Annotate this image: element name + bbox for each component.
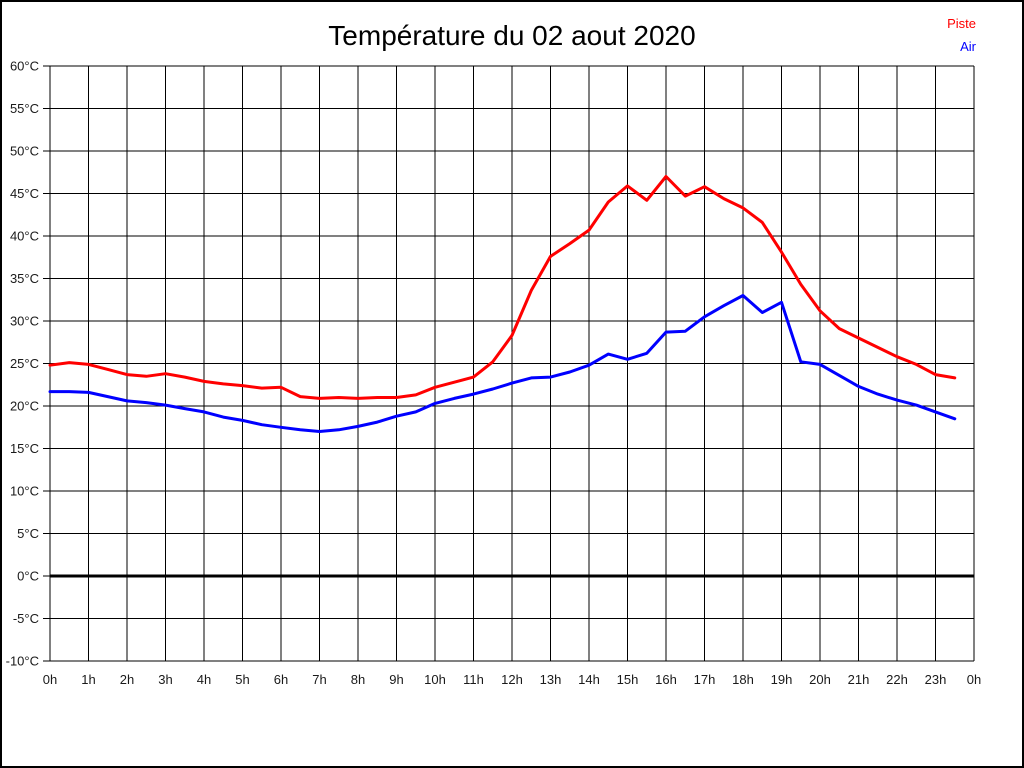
x-tick-label: 15h bbox=[617, 672, 639, 687]
x-tick-label: 18h bbox=[732, 672, 754, 687]
x-tick-label: 0h bbox=[967, 672, 981, 687]
chart-title: Température du 02 aout 2020 bbox=[328, 20, 696, 51]
x-tick-label: 0h bbox=[43, 672, 57, 687]
x-tick-label: 4h bbox=[197, 672, 211, 687]
x-tick-label: 6h bbox=[274, 672, 288, 687]
x-tick-label: 3h bbox=[158, 672, 172, 687]
y-tick-label: 10°C bbox=[10, 484, 39, 499]
x-tick-label: 21h bbox=[848, 672, 870, 687]
y-tick-label: 45°C bbox=[10, 186, 39, 201]
y-tick-label: -5°C bbox=[13, 611, 39, 626]
y-tick-label: 25°C bbox=[10, 356, 39, 371]
y-tick-label: 20°C bbox=[10, 399, 39, 414]
x-tick-label: 11h bbox=[463, 672, 484, 687]
x-tick-label: 16h bbox=[655, 672, 677, 687]
x-tick-label: 9h bbox=[389, 672, 403, 687]
x-tick-label: 5h bbox=[235, 672, 249, 687]
legend-item-air: Air bbox=[960, 39, 976, 54]
x-tick-label: 8h bbox=[351, 672, 365, 687]
y-tick-label: 0°C bbox=[17, 569, 39, 584]
y-tick-label: 40°C bbox=[10, 229, 39, 244]
series-line-piste bbox=[48, 175, 957, 400]
x-tick-label: 7h bbox=[312, 672, 326, 687]
x-tick-label: 12h bbox=[501, 672, 523, 687]
y-tick-label: 5°C bbox=[17, 526, 39, 541]
x-tick-label: 14h bbox=[578, 672, 600, 687]
legend-item-piste: Piste bbox=[947, 16, 976, 31]
x-tick-label: 19h bbox=[771, 672, 793, 687]
y-tick-label: 50°C bbox=[10, 144, 39, 159]
y-tick-label: 60°C bbox=[10, 59, 39, 74]
y-tick-label: 55°C bbox=[10, 101, 39, 116]
x-tick-label: 2h bbox=[120, 672, 134, 687]
y-tick-label: 35°C bbox=[10, 271, 39, 286]
y-tick-label: 15°C bbox=[10, 441, 39, 456]
x-tick-label: 13h bbox=[540, 672, 562, 687]
x-tick-label: 23h bbox=[925, 672, 947, 687]
series-line-air bbox=[48, 294, 957, 433]
x-tick-label: 17h bbox=[694, 672, 716, 687]
x-tick-label: 10h bbox=[424, 672, 446, 687]
x-tick-label: 20h bbox=[809, 672, 831, 687]
x-tick-label: 1h bbox=[81, 672, 95, 687]
x-tick-label: 22h bbox=[886, 672, 908, 687]
y-tick-label: -10°C bbox=[6, 654, 39, 669]
legend: Piste Air bbox=[947, 12, 976, 58]
y-tick-label: 30°C bbox=[10, 314, 39, 329]
